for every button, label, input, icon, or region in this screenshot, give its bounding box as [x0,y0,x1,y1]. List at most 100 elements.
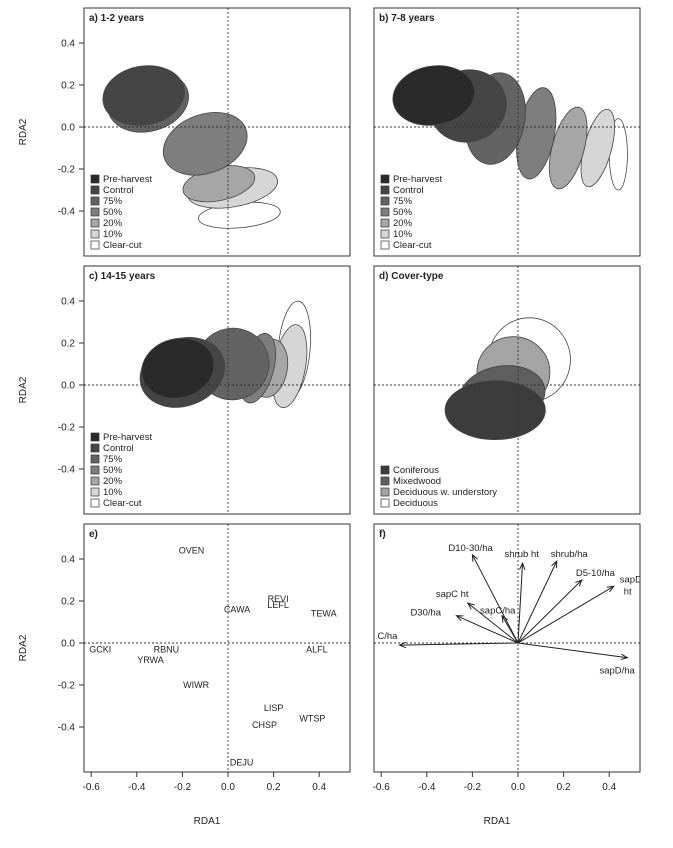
legend-label: Control [103,185,134,196]
panel-title: f) [379,529,386,540]
vector-arrow [517,563,524,644]
panel-c: c) 14-15 years Pre-harvestControl75%50%20… [18,265,351,515]
vector-arrow [501,615,519,644]
vector-arrow [456,615,519,644]
x-tick-label: -0.6 [373,782,391,793]
y-axis-label: RDA2 [18,634,29,661]
y-tick-label: 0.2 [61,81,75,92]
vector-arrow [471,554,519,644]
vector-arrow [517,560,558,644]
species-label: WIWR [183,680,209,690]
legend-swatch [90,465,100,475]
x-axis-label: RDA1 [194,816,221,827]
legend-label: 50% [103,207,123,218]
panel-frame [373,265,641,515]
y-axis-label: RDA2 [18,118,29,145]
species-label: CHSP [252,720,277,730]
legend-swatch [90,229,100,239]
panel-title: a) 1-2 years [89,13,144,24]
ellipse-pre-harvest [392,65,475,126]
vector-arrow [517,579,583,644]
legend-swatch [380,174,390,184]
species-label: REVI [268,594,289,604]
x-tick-label: -0.2 [174,782,192,793]
species-label: LEFL [267,600,289,610]
vector-arrowhead [471,553,479,562]
vector-arrowhead [455,615,464,622]
vector-label: shrub ht [505,549,540,560]
legend-swatch [90,185,100,195]
species-label: LISP [264,703,284,713]
vector-arrowhead [398,641,407,649]
x-tick-label: 0.4 [602,782,616,793]
legend-swatch [90,498,100,508]
ellipse-50- [162,112,248,176]
y-tick-label: -0.2 [58,165,76,176]
legend-label: Control [103,443,134,454]
legend-swatch [90,476,100,486]
vector-label: sapD/ha [599,666,635,677]
species-label: CAWA [224,604,250,614]
x-tick-label: -0.4 [418,782,436,793]
y-tick-label: 0.0 [61,381,75,392]
panel-b: b) 7-8 years Pre-harvestControl75%50%20%1… [373,7,641,257]
panel-frame [83,523,351,773]
vector-label: D30/ha [410,608,441,619]
y-tick-label: 0.0 [61,123,75,134]
vector-label: D10-30/ha [448,543,493,554]
vector-arrow [399,642,519,646]
legend-label: Deciduous w. understory [393,487,497,498]
legend-label: 10% [103,487,123,498]
species-label: TEWA [311,609,337,619]
y-axis-label: RDA2 [18,376,29,403]
panel-frame [373,7,641,257]
x-tick-label: -0.4 [128,782,146,793]
vector-arrowhead [551,559,558,569]
vector-label-cont: ht [624,586,632,597]
panel-a: a) 1-2 years Pre-harvestControl75%50%20%1… [18,7,351,257]
x-axis-label: RDA1 [484,816,511,827]
legend-label: Mixedwood [393,476,441,487]
vector-label: C/ha [377,631,398,642]
species-label: RBNU [154,644,180,654]
vector-label: sapC ht [436,589,469,600]
species-label: GCKI [89,644,111,654]
legend-swatch [380,196,390,206]
legend-swatch [90,432,100,442]
legend-swatch [380,185,390,195]
legend-label: 20% [103,476,123,487]
panel-frame [83,7,351,257]
panel-title: d) Cover-type [379,271,444,282]
legend-label: 50% [103,465,123,476]
legend-label: 75% [103,454,123,465]
legend-label: Clear-cut [393,240,432,251]
species-label: YRWA [137,655,164,665]
species-label: ALFL [306,644,328,654]
legend-swatch [380,465,390,475]
legend-label: Deciduous [393,498,438,509]
legend-swatch [90,174,100,184]
panel-frame [373,523,641,773]
vector-arrowhead [575,579,583,587]
legend-label: 75% [393,196,413,207]
y-tick-label: -0.4 [58,207,76,218]
legend-swatch [90,443,100,453]
legend-label: Coniferous [393,465,439,476]
legend-swatch [380,487,390,497]
y-tick-label: 0.2 [61,339,75,350]
ellipse-coniferous [444,380,546,441]
vector-arrowhead [606,585,615,593]
panel-title: c) 14-15 years [89,271,156,282]
y-tick-label: 0.4 [61,39,75,50]
legend-swatch [380,218,390,228]
legend-swatch [380,207,390,217]
legend-label: Pre-harvest [103,174,152,185]
legend-swatch [380,229,390,239]
vector-arrowhead [620,653,629,661]
ellipse-control [102,65,185,126]
species-label: DEJU [230,758,254,768]
species-label: WTSP [299,714,325,724]
x-tick-label: 0.4 [312,782,326,793]
